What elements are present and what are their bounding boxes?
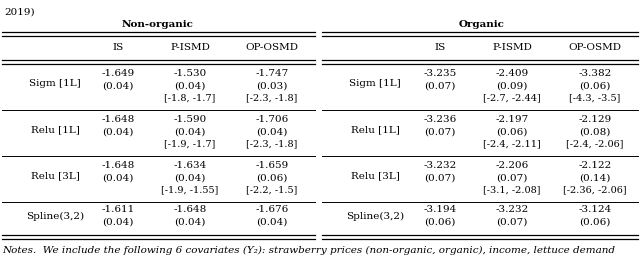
Text: -1.648: -1.648 <box>101 115 134 124</box>
Text: Sigm [1L]: Sigm [1L] <box>349 79 401 88</box>
Text: P-ISMD: P-ISMD <box>492 43 532 52</box>
Text: -1.611: -1.611 <box>101 206 134 215</box>
Text: (0.08): (0.08) <box>579 127 611 136</box>
Text: Sigm [1L]: Sigm [1L] <box>29 79 81 88</box>
Text: [-2.3, -1.8]: [-2.3, -1.8] <box>246 140 298 149</box>
Text: (0.06): (0.06) <box>424 217 456 226</box>
Text: [-2.36, -2.06]: [-2.36, -2.06] <box>563 186 627 195</box>
Text: [-1.8, -1.7]: [-1.8, -1.7] <box>164 94 216 103</box>
Text: [-2.4, -2.06]: [-2.4, -2.06] <box>566 140 624 149</box>
Text: (0.07): (0.07) <box>424 173 456 182</box>
Text: Non-organic: Non-organic <box>122 20 194 29</box>
Text: -2.122: -2.122 <box>579 161 612 170</box>
Text: [-3.1, -2.08]: [-3.1, -2.08] <box>483 186 541 195</box>
Text: P-ISMD: P-ISMD <box>170 43 210 52</box>
Text: 2019): 2019) <box>4 8 35 17</box>
Text: (0.09): (0.09) <box>496 81 528 90</box>
Text: [-1.9, -1.7]: [-1.9, -1.7] <box>164 140 216 149</box>
Text: (0.04): (0.04) <box>174 173 205 182</box>
Text: (0.07): (0.07) <box>424 81 456 90</box>
Text: Spline(3,2): Spline(3,2) <box>26 212 84 221</box>
Text: -3.232: -3.232 <box>424 161 456 170</box>
Text: OP-OSMD: OP-OSMD <box>568 43 621 52</box>
Text: -1.634: -1.634 <box>173 161 207 170</box>
Text: -1.676: -1.676 <box>255 206 289 215</box>
Text: (0.04): (0.04) <box>256 217 288 226</box>
Text: (0.07): (0.07) <box>424 127 456 136</box>
Text: -1.649: -1.649 <box>101 69 134 78</box>
Text: -3.236: -3.236 <box>424 115 456 124</box>
Text: -2.206: -2.206 <box>495 161 529 170</box>
Text: -1.747: -1.747 <box>255 69 289 78</box>
Text: (0.07): (0.07) <box>496 173 528 182</box>
Text: Relu [1L]: Relu [1L] <box>351 125 399 134</box>
Text: -3.382: -3.382 <box>579 69 612 78</box>
Text: -1.648: -1.648 <box>101 161 134 170</box>
Text: (0.03): (0.03) <box>256 81 288 90</box>
Text: [-2.4, -2.11]: [-2.4, -2.11] <box>483 140 541 149</box>
Text: [-2.7, -2.44]: [-2.7, -2.44] <box>483 94 541 103</box>
Text: IS: IS <box>435 43 445 52</box>
Text: -3.124: -3.124 <box>579 206 612 215</box>
Text: Notes.  We include the following 6 covariates (Y₂): strawberry prices (non-organ: Notes. We include the following 6 covari… <box>2 245 615 255</box>
Text: (0.04): (0.04) <box>102 127 134 136</box>
Text: -2.409: -2.409 <box>495 69 529 78</box>
Text: -3.232: -3.232 <box>495 206 529 215</box>
Text: [-2.3, -1.8]: [-2.3, -1.8] <box>246 94 298 103</box>
Text: [-4.3, -3.5]: [-4.3, -3.5] <box>570 94 621 103</box>
Text: -3.194: -3.194 <box>424 206 456 215</box>
Text: -2.197: -2.197 <box>495 115 529 124</box>
Text: Spline(3,2): Spline(3,2) <box>346 212 404 221</box>
Text: (0.06): (0.06) <box>496 127 528 136</box>
Text: (0.04): (0.04) <box>102 81 134 90</box>
Text: -3.235: -3.235 <box>424 69 456 78</box>
Text: Organic: Organic <box>459 20 505 29</box>
Text: (0.07): (0.07) <box>496 217 528 226</box>
Text: Relu [3L]: Relu [3L] <box>31 171 79 180</box>
Text: -1.590: -1.590 <box>173 115 207 124</box>
Text: (0.06): (0.06) <box>579 217 611 226</box>
Text: Relu [1L]: Relu [1L] <box>31 125 79 134</box>
Text: -1.530: -1.530 <box>173 69 207 78</box>
Text: -1.659: -1.659 <box>255 161 289 170</box>
Text: (0.04): (0.04) <box>102 173 134 182</box>
Text: -2.129: -2.129 <box>579 115 612 124</box>
Text: (0.06): (0.06) <box>579 81 611 90</box>
Text: (0.04): (0.04) <box>102 217 134 226</box>
Text: (0.04): (0.04) <box>174 81 205 90</box>
Text: (0.04): (0.04) <box>256 127 288 136</box>
Text: OP-OSMD: OP-OSMD <box>246 43 298 52</box>
Text: [-2.2, -1.5]: [-2.2, -1.5] <box>246 186 298 195</box>
Text: -1.706: -1.706 <box>255 115 289 124</box>
Text: Relu [3L]: Relu [3L] <box>351 171 399 180</box>
Text: -1.648: -1.648 <box>173 206 207 215</box>
Text: IS: IS <box>113 43 124 52</box>
Text: (0.14): (0.14) <box>579 173 611 182</box>
Text: (0.06): (0.06) <box>256 173 288 182</box>
Text: (0.04): (0.04) <box>174 217 205 226</box>
Text: (0.04): (0.04) <box>174 127 205 136</box>
Text: [-1.9, -1.55]: [-1.9, -1.55] <box>161 186 219 195</box>
